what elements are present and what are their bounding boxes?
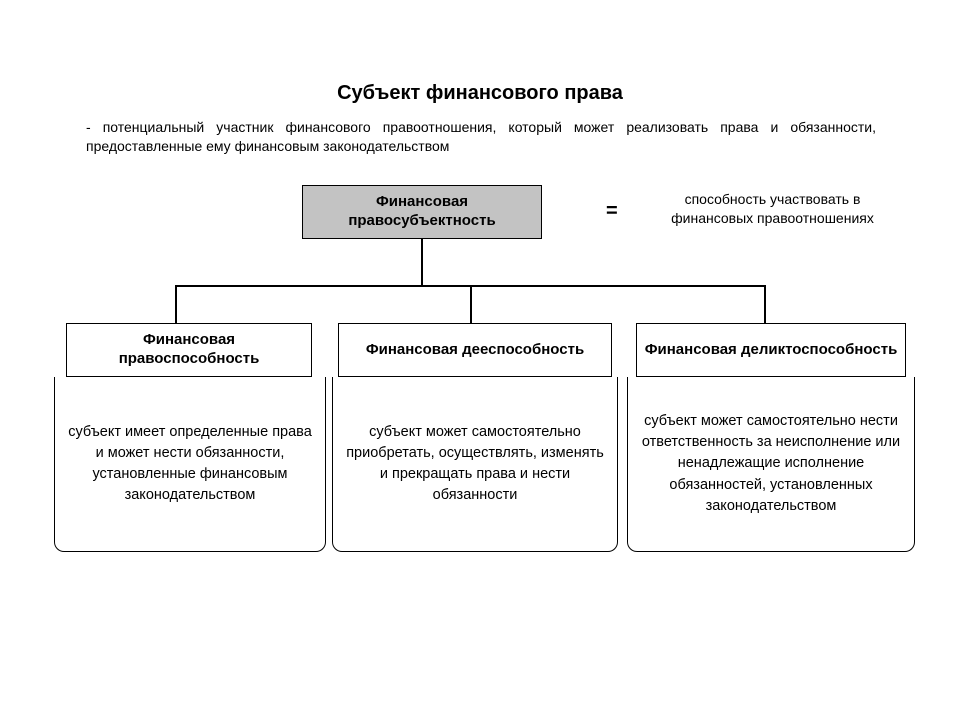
root-node: Финансовая правосубъектность [302, 185, 542, 239]
branch-body: субъект может самостоятельно приобретать… [332, 377, 618, 552]
branch-body-text: субъект имеет определенные права и может… [67, 422, 313, 506]
branch-body: субъект может самостоятельно нести ответ… [627, 377, 915, 552]
branch-head-label: Финансовая дееспособность [366, 341, 584, 360]
branch-head: Финансовая дееспособность [338, 323, 612, 377]
root-node-label: Финансовая правосубъектность [311, 193, 533, 231]
diagram-title: Субъект финансового права [0, 82, 960, 105]
equals-sign: = [606, 200, 618, 223]
branch-head: Финансовая правоспособность [66, 323, 312, 377]
connector-v-left [175, 285, 177, 323]
branch-body-text: субъект может самостоятельно приобретать… [345, 422, 605, 506]
diagram-canvas: Субъект финансового права - потенциальны… [0, 0, 960, 720]
branch-head: Финансовая деликтоспособность [636, 323, 906, 377]
branch-body-text: субъект может самостоятельно нести ответ… [640, 411, 902, 516]
branch-head-label: Финансовая правоспособность [73, 331, 305, 369]
branch-head-label: Финансовая деликтоспособность [645, 341, 898, 360]
connector-v-right [764, 285, 766, 323]
connector-stem [421, 239, 423, 287]
capacity-text: способность участвовать в финансовых пра… [660, 190, 885, 228]
connector-v-mid [470, 285, 472, 323]
branch-body: субъект имеет определенные права и может… [54, 377, 326, 552]
definition-text: - потенциальный участник финансового пра… [86, 118, 876, 156]
